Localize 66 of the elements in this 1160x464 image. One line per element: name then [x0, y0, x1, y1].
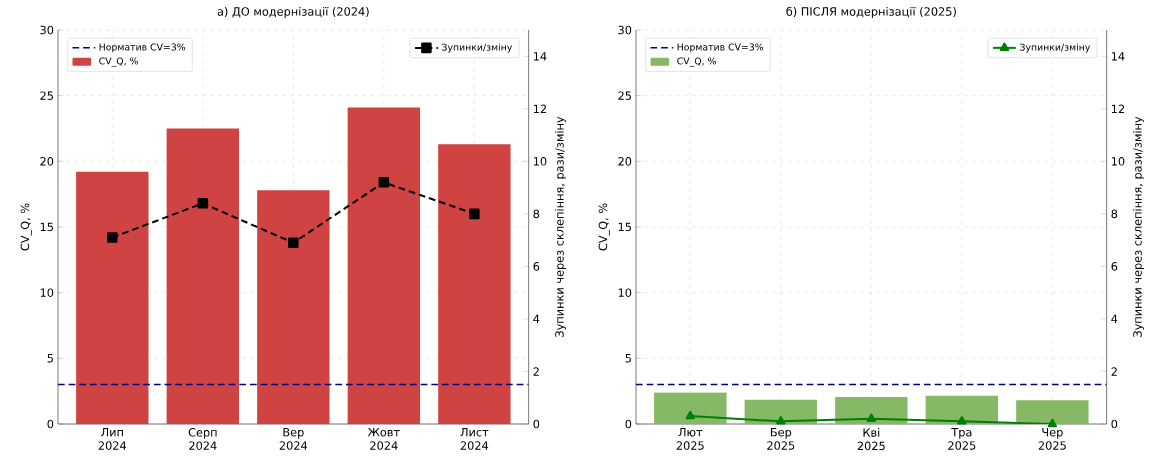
y-tick-label: 5: [625, 354, 631, 363]
y-tick-label: 15: [40, 222, 53, 232]
point: [107, 232, 118, 243]
y-axis-title: CV_Q, %: [20, 203, 32, 251]
legend-label: Зупинки/зміну: [1020, 43, 1091, 53]
y2-tick-label: 14: [1111, 52, 1125, 61]
chart-title: б) ПІСЛЯ модернізації (2025): [786, 6, 956, 18]
y2-tick-label: 8: [1111, 209, 1118, 219]
legend-label: Зупинки/зміну: [442, 43, 513, 53]
y2-tick-label: 10: [1111, 157, 1125, 166]
y-tick-label: 5: [47, 354, 53, 363]
y2-tick-label: 6: [533, 262, 540, 271]
y-tick-label: 30: [40, 25, 54, 35]
x-tick-label: Лист 2024: [460, 428, 489, 450]
y-tick-label: 25: [40, 91, 53, 100]
bar: [835, 397, 908, 424]
y-tick-label: 0: [625, 419, 632, 429]
x-tick-label: Серп 2024: [188, 428, 217, 450]
x-tick-label: Бер 2025: [767, 428, 795, 450]
y2-tick-label: 0: [1111, 419, 1118, 429]
point: [197, 198, 209, 209]
y2-tick-label: 2: [533, 367, 539, 376]
y2-tick-label: 4: [1111, 314, 1118, 324]
y-tick-label: 10: [618, 288, 632, 297]
y-tick-label: 30: [618, 25, 632, 35]
bar: [257, 190, 330, 424]
y-tick-label: 0: [47, 419, 54, 429]
y2-tick-label: 8: [533, 209, 540, 219]
y2-tick-label: 4: [533, 314, 540, 324]
x-tick-label: Вер 2024: [279, 428, 308, 450]
bar: [925, 395, 999, 424]
x-tick-label: Тра 2025: [948, 428, 976, 450]
point: [469, 208, 480, 220]
bar: [1016, 400, 1089, 424]
point: [378, 177, 390, 188]
x-tick-label: Лют 2025: [676, 428, 704, 450]
bar: [76, 171, 149, 424]
x-tick-label: Лип 2024: [98, 428, 127, 450]
point: [288, 237, 299, 249]
y-tick-label: 25: [618, 91, 631, 100]
bar: [654, 392, 727, 424]
bar: [347, 107, 421, 424]
y-tick-label: 10: [40, 288, 54, 297]
x-tick-label: Кві 2025: [857, 428, 885, 451]
y2-tick-label: 12: [533, 104, 546, 113]
y2-tick-label: 10: [533, 157, 547, 166]
bar: [438, 144, 511, 424]
y2-axis-title: Зупинки через склепіння, рази/зміну: [554, 116, 566, 337]
y2-tick-label: 2: [1111, 367, 1117, 376]
y-axis-title: CV_Q, %: [598, 203, 610, 251]
y-tick-label: 15: [618, 222, 631, 232]
x-tick-label: Чер 2025: [1038, 428, 1066, 450]
legend-label: CV_Q, %: [677, 57, 716, 67]
y2-axis-title: Зупинки через склепіння, рази/зміну: [1132, 116, 1144, 337]
y2-tick-label: 6: [1111, 262, 1118, 271]
y2-tick-label: 0: [533, 419, 540, 429]
bar: [166, 128, 240, 424]
x-tick-label: Жовт 2024: [367, 428, 400, 450]
chart-title: а) ДО модернізації (2024): [217, 6, 369, 18]
y2-tick-label: 12: [1111, 104, 1125, 113]
y-tick-label: 20: [618, 157, 632, 166]
legend-label: CV_Q, %: [99, 57, 138, 67]
legend-label: Норматив CV=3%: [677, 43, 764, 53]
legend-label: Норматив CV=3%: [99, 43, 186, 53]
y-tick-label: 20: [40, 157, 54, 166]
y2-tick-label: 14: [533, 52, 547, 61]
